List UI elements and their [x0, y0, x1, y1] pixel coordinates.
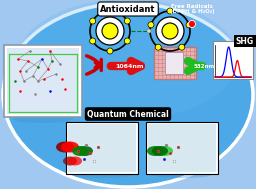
Text: Quantum Chemical: Quantum Chemical [87, 109, 169, 119]
FancyBboxPatch shape [146, 122, 218, 174]
Circle shape [96, 17, 124, 45]
Circle shape [90, 38, 96, 44]
FancyBboxPatch shape [165, 52, 183, 74]
Ellipse shape [68, 156, 82, 166]
Ellipse shape [18, 0, 238, 119]
FancyBboxPatch shape [68, 124, 136, 172]
Circle shape [107, 48, 113, 54]
Ellipse shape [3, 3, 253, 187]
FancyBboxPatch shape [213, 41, 253, 79]
Circle shape [90, 18, 96, 24]
FancyBboxPatch shape [4, 45, 82, 117]
Text: Antioxidant: Antioxidant [100, 5, 156, 13]
FancyBboxPatch shape [154, 47, 196, 79]
Ellipse shape [147, 146, 163, 156]
Text: 532nm: 532nm [194, 64, 215, 68]
Text: Free Radicals
(DPPH & H₂O₂): Free Radicals (DPPH & H₂O₂) [170, 4, 214, 14]
Circle shape [162, 23, 178, 39]
FancyBboxPatch shape [148, 124, 216, 172]
Circle shape [107, 8, 113, 14]
Ellipse shape [77, 146, 93, 156]
Circle shape [124, 18, 130, 24]
Ellipse shape [152, 146, 168, 156]
Circle shape [186, 22, 192, 28]
Circle shape [155, 44, 161, 50]
FancyBboxPatch shape [66, 122, 138, 174]
Ellipse shape [153, 172, 211, 178]
Circle shape [102, 23, 118, 39]
FancyBboxPatch shape [7, 48, 79, 114]
Circle shape [188, 20, 196, 28]
Ellipse shape [157, 146, 173, 156]
Circle shape [179, 44, 185, 50]
Ellipse shape [13, 115, 73, 123]
Text: SHG: SHG [236, 36, 254, 46]
Ellipse shape [56, 142, 74, 153]
Ellipse shape [63, 156, 77, 166]
Ellipse shape [72, 146, 88, 156]
Ellipse shape [73, 172, 131, 178]
Ellipse shape [61, 142, 79, 153]
Circle shape [147, 29, 151, 33]
Circle shape [167, 8, 173, 14]
Text: 1064nm: 1064nm [116, 64, 144, 68]
Circle shape [148, 22, 154, 28]
Circle shape [156, 17, 184, 45]
Circle shape [124, 38, 130, 44]
